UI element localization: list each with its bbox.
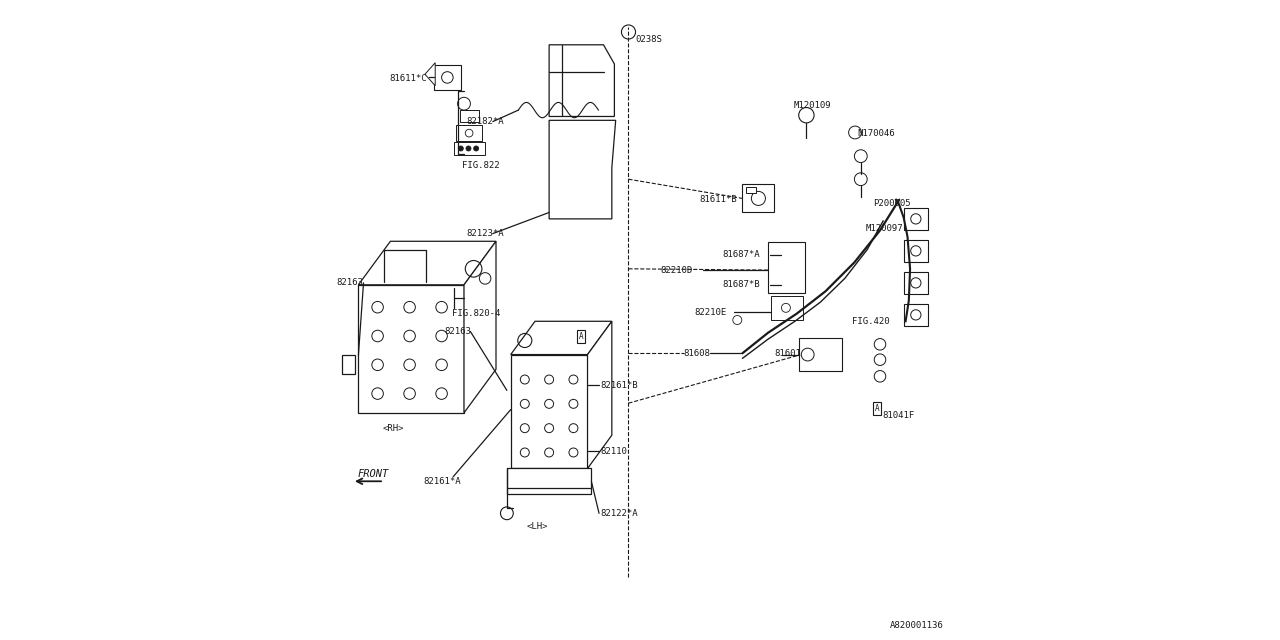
Bar xyxy=(507,468,591,494)
Text: 82210E: 82210E xyxy=(694,308,727,317)
Text: A: A xyxy=(579,332,584,341)
Text: 81611*C: 81611*C xyxy=(389,74,426,83)
Text: 81611*B: 81611*B xyxy=(699,195,736,204)
Bar xyxy=(771,296,804,320)
Bar xyxy=(746,187,756,193)
Text: A: A xyxy=(874,404,879,413)
Bar xyxy=(460,110,479,122)
Text: 81608: 81608 xyxy=(684,349,710,358)
Bar xyxy=(454,142,485,155)
Polygon shape xyxy=(425,63,435,86)
Bar xyxy=(742,184,774,212)
Polygon shape xyxy=(511,321,612,355)
Polygon shape xyxy=(358,241,497,285)
Polygon shape xyxy=(343,355,356,374)
Text: 82210D: 82210D xyxy=(660,266,692,275)
Polygon shape xyxy=(549,45,614,116)
Text: 82161*A: 82161*A xyxy=(424,477,461,486)
Text: M120109: M120109 xyxy=(794,101,831,110)
Text: 0238S: 0238S xyxy=(635,35,662,44)
Text: A820001136: A820001136 xyxy=(891,621,945,630)
Text: 82161*B: 82161*B xyxy=(600,381,637,390)
Text: 82110: 82110 xyxy=(600,447,627,456)
Bar xyxy=(904,240,928,262)
Bar xyxy=(457,125,483,141)
Text: 82163: 82163 xyxy=(337,278,364,287)
Text: 82123*A: 82123*A xyxy=(466,229,503,238)
Bar xyxy=(768,242,805,293)
Text: 81687*B: 81687*B xyxy=(722,280,759,289)
Text: M120097: M120097 xyxy=(865,224,904,233)
Circle shape xyxy=(458,146,463,151)
Text: FIG.822: FIG.822 xyxy=(462,161,499,170)
Text: <RH>: <RH> xyxy=(383,424,404,433)
Text: 82122*A: 82122*A xyxy=(600,509,637,518)
Text: FIG.420: FIG.420 xyxy=(852,317,890,326)
Polygon shape xyxy=(549,120,616,219)
Text: P200005: P200005 xyxy=(874,199,911,208)
Text: 81041F: 81041F xyxy=(882,412,914,420)
Text: N170046: N170046 xyxy=(858,129,895,138)
Text: 82163: 82163 xyxy=(445,327,471,336)
Text: 82182*A: 82182*A xyxy=(466,117,503,126)
Circle shape xyxy=(466,146,471,151)
Bar xyxy=(799,338,842,371)
Text: 81687*A: 81687*A xyxy=(722,250,759,259)
Bar xyxy=(904,304,928,326)
Bar xyxy=(511,355,588,468)
Bar xyxy=(358,285,465,413)
Text: <LH>: <LH> xyxy=(527,522,548,531)
Circle shape xyxy=(474,146,479,151)
Bar xyxy=(434,65,461,90)
Text: FRONT: FRONT xyxy=(357,468,388,479)
Bar xyxy=(904,208,928,230)
Polygon shape xyxy=(588,321,612,468)
Bar xyxy=(904,272,928,294)
Text: FIG.820-4: FIG.820-4 xyxy=(453,309,500,318)
Polygon shape xyxy=(465,241,497,413)
Text: 81601: 81601 xyxy=(774,349,801,358)
